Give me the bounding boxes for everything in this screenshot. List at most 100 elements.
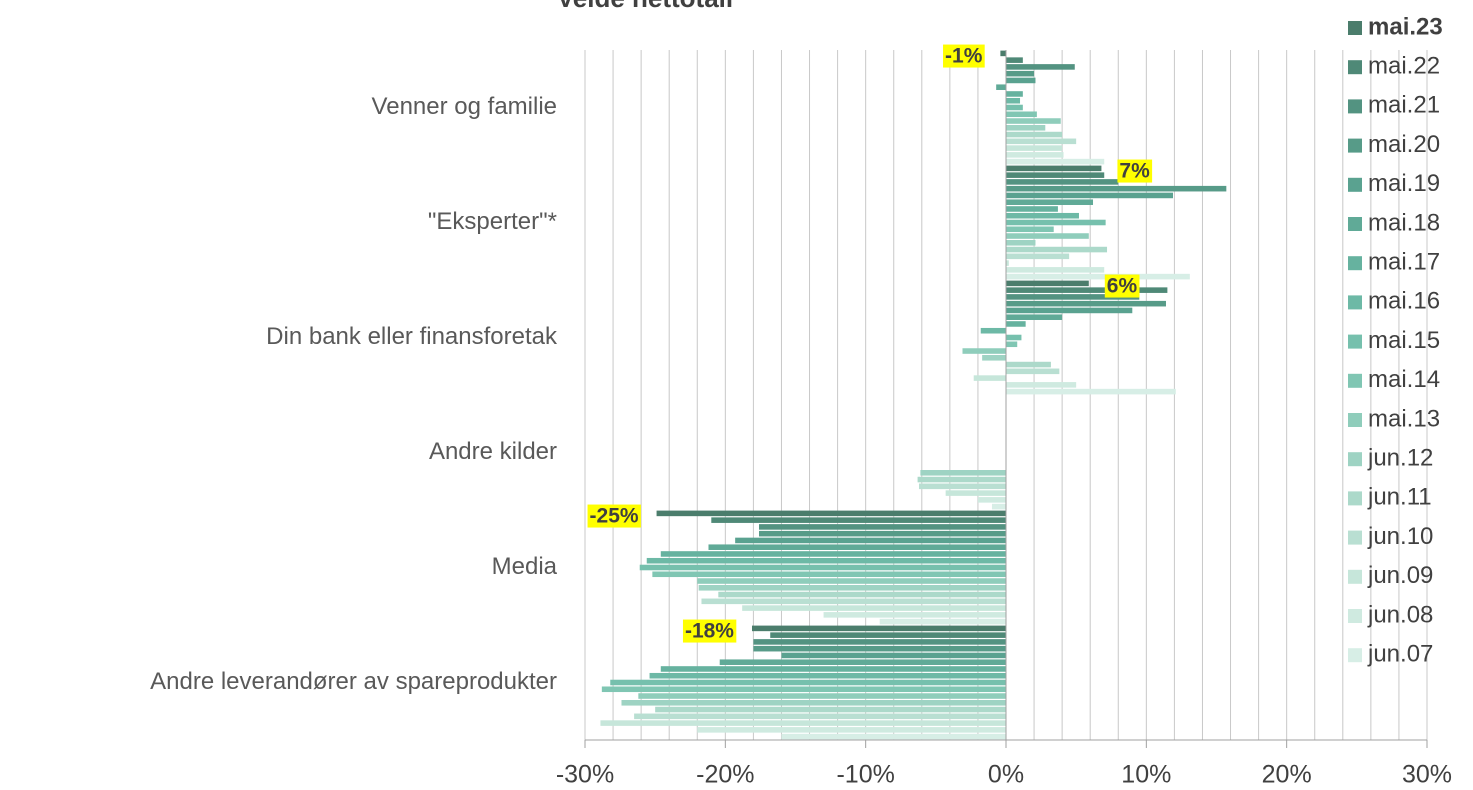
bar bbox=[735, 537, 1006, 544]
bar bbox=[1006, 226, 1054, 233]
bar bbox=[1006, 219, 1106, 226]
bar bbox=[1006, 131, 1063, 138]
bar bbox=[1006, 361, 1051, 368]
legend-label: mai.22 bbox=[1368, 53, 1440, 80]
legend-swatch bbox=[1348, 530, 1362, 545]
bar bbox=[638, 693, 1006, 699]
bar bbox=[610, 679, 1006, 686]
bar bbox=[1006, 206, 1058, 212]
bar bbox=[655, 706, 1006, 713]
legend-swatch bbox=[1348, 295, 1362, 310]
bar bbox=[1006, 334, 1022, 341]
bar bbox=[1006, 111, 1037, 118]
bar bbox=[759, 530, 1006, 537]
legend-swatch bbox=[1348, 491, 1362, 506]
bar bbox=[1006, 185, 1227, 192]
bar bbox=[697, 578, 1006, 584]
bar bbox=[1006, 212, 1079, 219]
legend-label: mai.15 bbox=[1368, 327, 1440, 354]
legend-swatch bbox=[1348, 452, 1362, 467]
category-label: "Eksperter"* bbox=[428, 208, 557, 235]
legend-label: jun.11 bbox=[1367, 484, 1432, 511]
legend-label: jun.07 bbox=[1367, 641, 1433, 668]
bar bbox=[701, 598, 1006, 605]
category-label: Andre leverandører av spareprodukter bbox=[150, 668, 557, 695]
x-tick-label: 10% bbox=[1121, 761, 1171, 789]
bar bbox=[652, 571, 1006, 578]
bar bbox=[770, 632, 1006, 638]
legend-swatch bbox=[1348, 177, 1362, 192]
bar bbox=[1006, 267, 1105, 273]
bar bbox=[698, 585, 1006, 591]
bar bbox=[1006, 341, 1018, 348]
bar bbox=[601, 686, 1006, 693]
legend-swatch bbox=[1348, 99, 1362, 114]
bar bbox=[649, 672, 1006, 679]
legend-label: jun.09 bbox=[1367, 562, 1433, 589]
bar bbox=[1006, 260, 1009, 266]
value-label: -18% bbox=[685, 620, 734, 643]
bar bbox=[1006, 382, 1077, 388]
bar bbox=[879, 618, 1006, 625]
bar bbox=[1006, 253, 1070, 260]
legend-label: jun.12 bbox=[1367, 445, 1433, 472]
bar bbox=[1006, 294, 1140, 300]
legend-swatch bbox=[1348, 334, 1362, 349]
bar bbox=[1006, 57, 1023, 63]
bar bbox=[991, 503, 1006, 510]
legend-swatch bbox=[1348, 217, 1362, 231]
value-label-bg bbox=[1117, 159, 1153, 183]
bar bbox=[1006, 104, 1023, 111]
legend-label: jun.08 bbox=[1367, 601, 1433, 628]
bar bbox=[945, 490, 1006, 496]
x-tick-label: -10% bbox=[836, 761, 894, 789]
bar bbox=[781, 733, 1006, 740]
legend-label: mai.21 bbox=[1368, 92, 1440, 119]
bar bbox=[1006, 233, 1089, 239]
bar bbox=[1006, 314, 1063, 320]
legend-swatch bbox=[1348, 413, 1362, 427]
bar bbox=[962, 348, 1006, 354]
bar bbox=[1006, 179, 1119, 185]
bar bbox=[697, 727, 1006, 733]
bar bbox=[1006, 273, 1190, 280]
bar bbox=[1006, 70, 1035, 77]
legend-swatch bbox=[1348, 609, 1362, 623]
bar bbox=[1006, 91, 1023, 97]
value-label-bg bbox=[943, 44, 985, 68]
x-tick-label: 30% bbox=[1402, 761, 1452, 789]
bar bbox=[1006, 64, 1075, 70]
bar bbox=[977, 497, 1006, 503]
legend-label: jun.10 bbox=[1367, 523, 1433, 550]
bar bbox=[781, 652, 1006, 659]
legend-label: mai.16 bbox=[1368, 288, 1440, 315]
bar bbox=[920, 470, 1006, 476]
legend-swatch bbox=[1348, 138, 1362, 153]
bar bbox=[1006, 280, 1089, 287]
legend-label: mai.18 bbox=[1368, 209, 1440, 236]
bar bbox=[751, 625, 1006, 632]
legend-swatch bbox=[1348, 569, 1362, 584]
bar bbox=[718, 591, 1006, 598]
value-label: -1% bbox=[945, 45, 983, 68]
legend-label: mai.17 bbox=[1368, 249, 1440, 276]
bar bbox=[646, 557, 1006, 564]
bar bbox=[980, 327, 1006, 334]
value-label-bg bbox=[682, 619, 737, 643]
legend-label: mai.20 bbox=[1368, 131, 1440, 158]
value-label-bg bbox=[1104, 274, 1140, 298]
bar bbox=[1006, 199, 1094, 205]
legend-swatch bbox=[1348, 256, 1362, 271]
bar bbox=[917, 476, 1006, 483]
bar bbox=[634, 713, 1006, 720]
bar bbox=[656, 510, 1006, 517]
value-label: -25% bbox=[590, 505, 639, 528]
category-label: Andre kilder bbox=[429, 438, 557, 465]
legend-label: mai.19 bbox=[1368, 170, 1440, 197]
bar bbox=[973, 375, 1006, 381]
bar bbox=[742, 605, 1006, 611]
bar bbox=[1006, 321, 1026, 327]
bar bbox=[1006, 118, 1061, 124]
x-tick-label: -30% bbox=[556, 761, 614, 789]
